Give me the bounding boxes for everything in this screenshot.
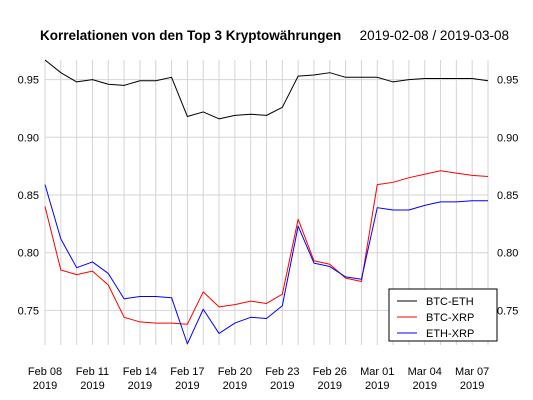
- y-axis-left: 0.75 0.80 0.85 0.90 0.95: [18, 75, 39, 318]
- y-tick-label-left: 0.90: [18, 132, 39, 144]
- x-tick-label-year: 2019: [175, 380, 199, 392]
- legend: BTC-ETH BTC-XRP ETH-XRP: [388, 288, 498, 342]
- y-tick-label-right: 0.95: [497, 75, 518, 87]
- x-tick-label-year: 2019: [365, 380, 389, 392]
- x-tick-label-year: 2019: [318, 380, 342, 392]
- legend-label-btc-eth: BTC-ETH: [426, 296, 474, 308]
- x-tick-label-year: 2019: [33, 380, 57, 392]
- series-line-btc-xrp: [44, 170, 489, 325]
- y-tick-label-left: 0.80: [18, 248, 39, 260]
- x-axis: Feb 08 2019 Feb 11 2019 Feb 14 2019 Feb 17 2019…: [28, 366, 489, 392]
- x-tick-label: Feb 20: [218, 366, 252, 378]
- x-tick-label-year: 2019: [412, 380, 436, 392]
- chart-title: Korrelationen von den Top 3 Kryptowährun…: [40, 28, 341, 43]
- x-tick-label-year: 2019: [80, 380, 104, 392]
- series-line-btc-eth: [44, 59, 489, 120]
- x-tick-label: Mar 07: [455, 366, 489, 378]
- series-lines: [44, 59, 489, 345]
- y-tick-label-left: 0.95: [18, 75, 39, 87]
- y-tick-label-right: 0.75: [497, 305, 518, 317]
- series-line-eth-xrp: [44, 184, 488, 345]
- x-tick-label: Feb 26: [313, 366, 347, 378]
- y-axis-right: 0.75 0.80 0.85 0.90 0.95: [497, 75, 518, 318]
- x-tick-label: Feb 11: [76, 366, 109, 378]
- legend-box: [388, 288, 498, 342]
- y-tick-label-right: 0.90: [497, 132, 518, 144]
- y-tick-label-right: 0.80: [497, 248, 518, 260]
- x-tick-label: Feb 17: [170, 366, 204, 378]
- x-tick-label: Feb 23: [265, 366, 299, 378]
- legend-label-eth-xrp: ETH-XRP: [426, 328, 474, 340]
- legend-label-btc-xrp: BTC-XRP: [426, 312, 474, 324]
- y-tick-label-left: 0.85: [18, 190, 39, 202]
- y-tick-label-left: 0.75: [18, 305, 39, 317]
- x-tick-label-year: 2019: [460, 380, 484, 392]
- x-tick-label: Feb 08: [28, 366, 62, 378]
- x-tick-label: Mar 01: [360, 366, 394, 378]
- x-tick-label-year: 2019: [128, 380, 152, 392]
- x-tick-label-year: 2019: [223, 380, 247, 392]
- x-tick-label: Feb 14: [123, 366, 157, 378]
- x-tick-label: Mar 04: [408, 366, 442, 378]
- x-tick-label-year: 2019: [270, 380, 294, 392]
- y-tick-label-right: 0.85: [497, 190, 518, 202]
- chart-date-range: 2019-02-08 / 2019-03-08: [360, 28, 509, 43]
